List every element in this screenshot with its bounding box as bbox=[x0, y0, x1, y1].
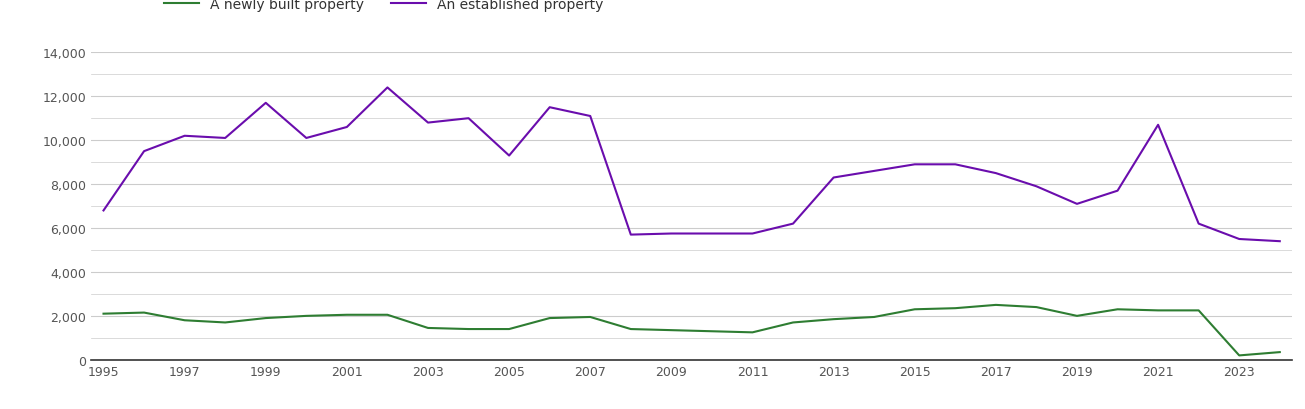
An established property bbox=[1109, 189, 1125, 194]
A newly built property bbox=[622, 327, 638, 332]
A newly built property bbox=[380, 312, 395, 317]
A newly built property bbox=[582, 315, 598, 320]
An established property bbox=[663, 231, 679, 236]
An established property bbox=[258, 101, 274, 106]
An established property bbox=[95, 209, 111, 213]
A newly built property bbox=[258, 316, 274, 321]
An established property bbox=[380, 86, 395, 91]
An established property bbox=[582, 114, 598, 119]
A newly built property bbox=[136, 310, 151, 315]
An established property bbox=[988, 171, 1004, 176]
A newly built property bbox=[1191, 308, 1207, 313]
A newly built property bbox=[1150, 308, 1165, 313]
A newly built property bbox=[826, 317, 842, 322]
A newly built property bbox=[218, 320, 234, 325]
A newly built property bbox=[786, 320, 801, 325]
An established property bbox=[299, 136, 315, 141]
An established property bbox=[1191, 222, 1207, 227]
An established property bbox=[136, 149, 151, 154]
A newly built property bbox=[420, 326, 436, 330]
A newly built property bbox=[1109, 307, 1125, 312]
A newly built property bbox=[663, 328, 679, 333]
A newly built property bbox=[907, 307, 923, 312]
Line: An established property: An established property bbox=[103, 88, 1280, 242]
Legend: A newly built property, An established property: A newly built property, An established p… bbox=[158, 0, 609, 18]
A newly built property bbox=[1232, 353, 1248, 358]
An established property bbox=[1150, 123, 1165, 128]
An established property bbox=[622, 233, 638, 238]
A newly built property bbox=[176, 318, 192, 323]
An established property bbox=[826, 175, 842, 180]
A newly built property bbox=[705, 329, 720, 334]
An established property bbox=[1232, 237, 1248, 242]
An established property bbox=[1028, 184, 1044, 189]
An established property bbox=[542, 106, 557, 110]
A newly built property bbox=[867, 315, 882, 320]
A newly built property bbox=[1272, 350, 1288, 355]
A newly built property bbox=[299, 314, 315, 319]
An established property bbox=[339, 125, 355, 130]
A newly built property bbox=[95, 312, 111, 317]
An established property bbox=[420, 121, 436, 126]
An established property bbox=[176, 134, 192, 139]
A newly built property bbox=[988, 303, 1004, 308]
An established property bbox=[745, 231, 761, 236]
A newly built property bbox=[745, 330, 761, 335]
A newly built property bbox=[947, 306, 963, 311]
An established property bbox=[867, 169, 882, 174]
A newly built property bbox=[1069, 314, 1084, 319]
Line: A newly built property: A newly built property bbox=[103, 305, 1280, 355]
An established property bbox=[947, 162, 963, 167]
A newly built property bbox=[501, 327, 517, 332]
An established property bbox=[786, 222, 801, 227]
A newly built property bbox=[461, 327, 476, 332]
An established property bbox=[461, 117, 476, 121]
An established property bbox=[1069, 202, 1084, 207]
An established property bbox=[1272, 239, 1288, 244]
An established property bbox=[705, 231, 720, 236]
A newly built property bbox=[1028, 305, 1044, 310]
An established property bbox=[907, 162, 923, 167]
A newly built property bbox=[339, 312, 355, 317]
An established property bbox=[501, 154, 517, 159]
A newly built property bbox=[542, 316, 557, 321]
An established property bbox=[218, 136, 234, 141]
